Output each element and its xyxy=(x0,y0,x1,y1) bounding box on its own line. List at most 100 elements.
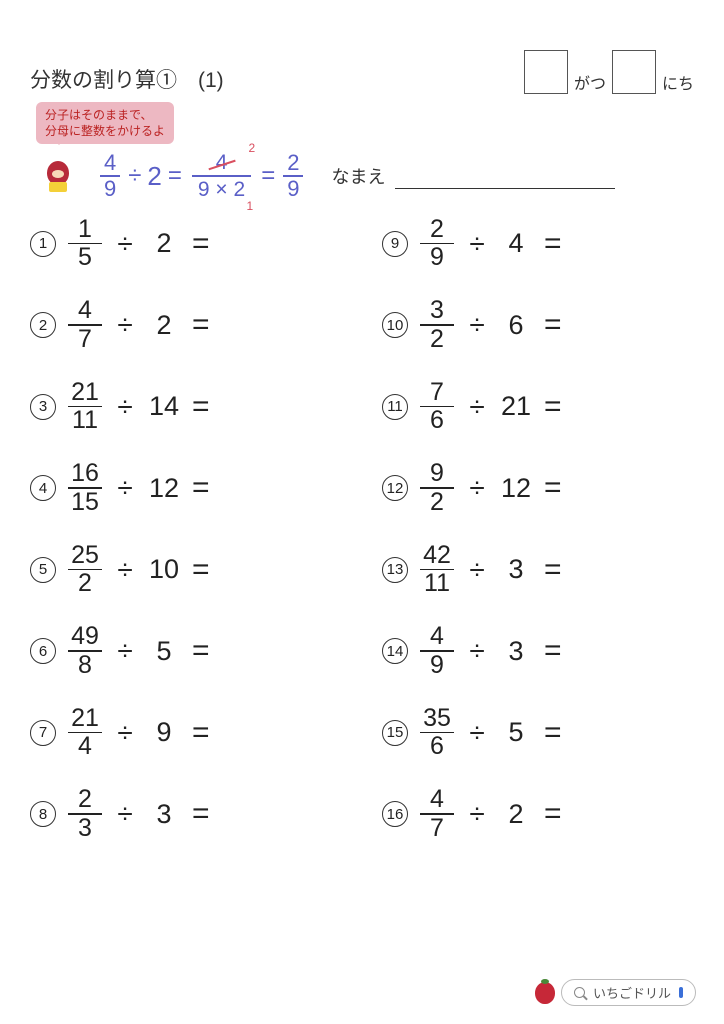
problem-8: 8 23 ÷ 3 = xyxy=(30,786,342,842)
problem-4: 41615÷12= xyxy=(30,460,342,516)
day-label: にち xyxy=(662,70,694,94)
ex-res-d: 9 xyxy=(283,177,303,201)
ex-eq1: = xyxy=(168,162,182,190)
equals-sign: = xyxy=(192,553,210,587)
fraction: 47 xyxy=(420,786,454,842)
problem-number: 15 xyxy=(382,720,408,746)
cancel-bot: 1 xyxy=(247,200,254,212)
search-pill[interactable]: いちごドリル xyxy=(561,979,696,1006)
problem-number: 10 xyxy=(382,312,408,338)
equals-sign: = xyxy=(544,308,562,342)
fraction: 252 xyxy=(68,542,102,598)
date-area: がつ にち xyxy=(524,50,694,94)
tip-line2: 分母に整数をかけるよ xyxy=(45,123,165,139)
problem-number: 5 xyxy=(30,557,56,583)
equals-sign: = xyxy=(192,716,210,750)
equals-sign: = xyxy=(192,308,210,342)
equals-sign: = xyxy=(192,227,210,261)
fraction: 15 xyxy=(68,216,102,272)
day-box[interactable] xyxy=(612,50,656,94)
divide-sign: ÷ xyxy=(114,391,136,423)
page-title: 分数の割り算① (1) xyxy=(30,64,524,94)
problem-number: 12 xyxy=(382,475,408,501)
divide-sign: ÷ xyxy=(114,717,136,749)
cancel-top: 2 xyxy=(249,142,256,154)
divisor: 3 xyxy=(148,799,180,830)
divisor: 2 xyxy=(148,228,180,259)
divide-sign: ÷ xyxy=(466,228,488,260)
problem-13: 134211÷3= xyxy=(382,542,694,598)
problem-3: 32111÷14= xyxy=(30,379,342,435)
problem-number: 7 xyxy=(30,720,56,746)
problem-1: 115÷2= xyxy=(30,216,342,272)
divide-sign: ÷ xyxy=(466,472,488,504)
name-input-line[interactable] xyxy=(395,188,615,189)
ex-d1: 9 xyxy=(100,177,120,201)
problem-5: 5252÷10= xyxy=(30,542,342,598)
equals-sign: = xyxy=(192,797,210,831)
strawberry-mascot-icon xyxy=(44,161,72,191)
search-icon xyxy=(574,987,585,998)
problem-11: 1176÷21= xyxy=(382,379,694,435)
fraction: 356 xyxy=(420,705,454,761)
divisor: 5 xyxy=(500,717,532,748)
equals-sign: = xyxy=(544,553,562,587)
divide-sign: ÷ xyxy=(466,554,488,586)
problem-number: 8 xyxy=(30,801,56,827)
problem-10: 1032÷6= xyxy=(382,297,694,353)
ex-work-d: 9 × 2 xyxy=(192,177,251,202)
ex-n1: 4 xyxy=(100,151,120,175)
ex-work-n: 4 xyxy=(210,150,234,175)
divide-sign: ÷ xyxy=(114,309,136,341)
divide-sign: ÷ xyxy=(114,635,136,667)
footer-brand: いちごドリル xyxy=(535,979,696,1006)
strawberry-icon xyxy=(535,982,555,1004)
ex-div: ÷ xyxy=(128,162,141,190)
problem-number: 4 xyxy=(30,475,56,501)
fraction: 76 xyxy=(420,379,454,435)
divide-sign: ÷ xyxy=(466,635,488,667)
fraction: 29 xyxy=(420,216,454,272)
divisor: 14 xyxy=(148,391,180,422)
problem-7: 7 214 ÷ 9 = xyxy=(30,705,342,761)
equals-sign: = xyxy=(544,227,562,261)
problem-number: 1 xyxy=(30,231,56,257)
equals-sign: = xyxy=(544,797,562,831)
divide-sign: ÷ xyxy=(114,472,136,504)
problem-15: 15356÷5= xyxy=(382,705,694,761)
ex-res-n: 2 xyxy=(283,151,303,175)
month-label: がつ xyxy=(574,70,606,94)
divisor: 21 xyxy=(500,391,532,422)
problem-16: 1647÷2= xyxy=(382,786,694,842)
equals-sign: = xyxy=(544,716,562,750)
problem-number: 11 xyxy=(382,394,408,420)
fraction: 92 xyxy=(420,460,454,516)
fraction: 2111 xyxy=(68,379,102,435)
divisor: 3 xyxy=(500,636,532,667)
divide-sign: ÷ xyxy=(466,309,488,341)
problem-6: 6498÷5= xyxy=(30,623,342,679)
problem-number: 6 xyxy=(30,638,56,664)
month-box[interactable] xyxy=(524,50,568,94)
divide-sign: ÷ xyxy=(114,554,136,586)
fraction: 214 xyxy=(68,705,102,761)
problem-14: 1449÷3= xyxy=(382,623,694,679)
ex-term: 2 xyxy=(147,161,161,192)
problem-number: 13 xyxy=(382,557,408,583)
fraction: 47 xyxy=(68,297,102,353)
fraction: 32 xyxy=(420,297,454,353)
divisor: 2 xyxy=(148,310,180,341)
worked-example: 49 ÷ 2 = 2 4 9 × 2 1 = 29 xyxy=(98,150,305,202)
problem-12: 1292÷12= xyxy=(382,460,694,516)
fraction: 498 xyxy=(68,623,102,679)
fraction: 1615 xyxy=(68,460,102,516)
divisor: 3 xyxy=(500,554,532,585)
fraction: 23 xyxy=(68,786,102,842)
divide-sign: ÷ xyxy=(114,798,136,830)
divide-sign: ÷ xyxy=(466,391,488,423)
problem-number: 3 xyxy=(30,394,56,420)
equals-sign: = xyxy=(192,471,210,505)
tip-line1: 分子はそのままで、 xyxy=(45,107,165,123)
divisor: 9 xyxy=(148,717,180,748)
tip-bubble: 分子はそのままで、 分母に整数をかけるよ xyxy=(36,102,174,144)
